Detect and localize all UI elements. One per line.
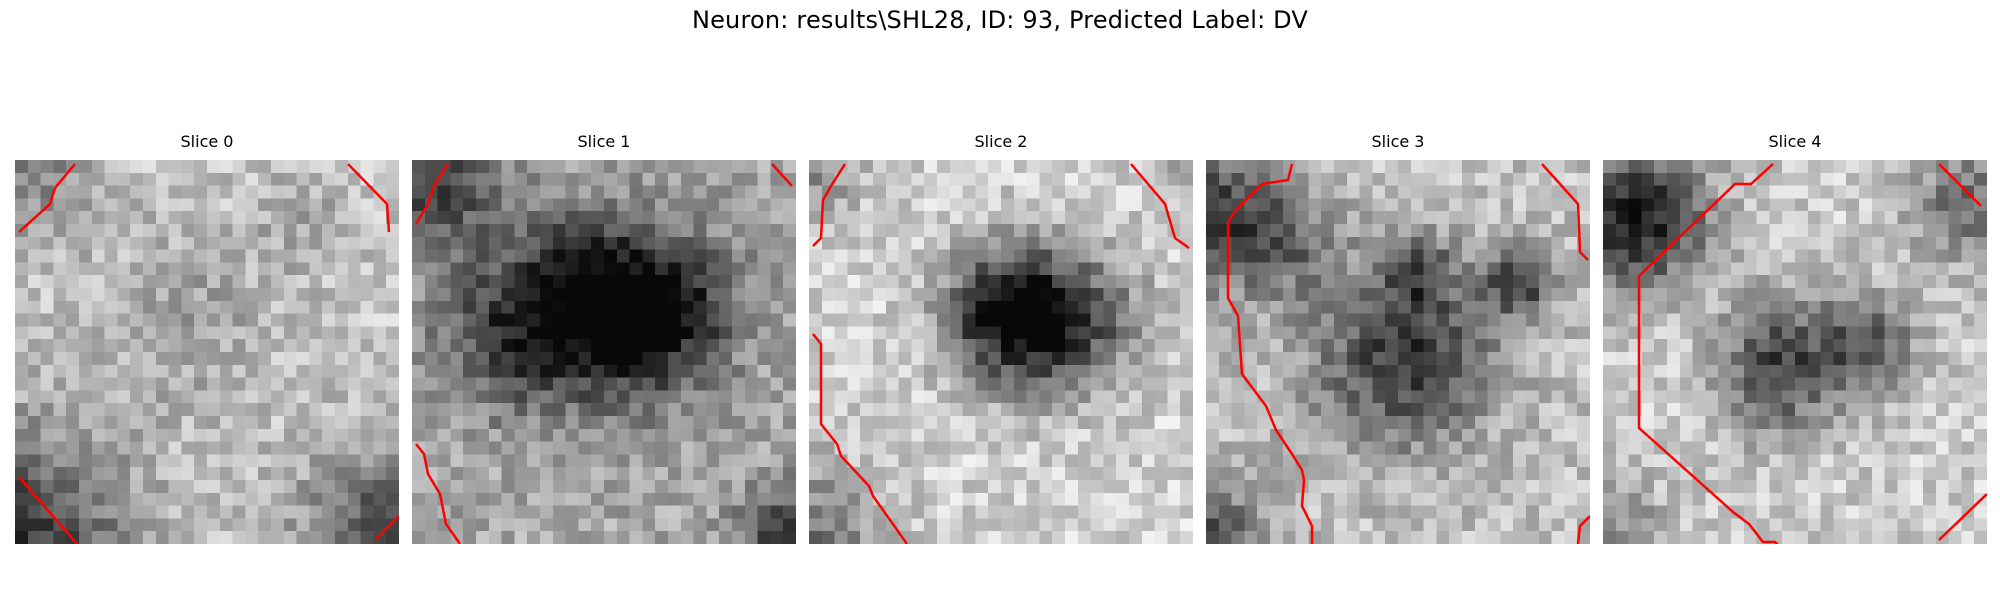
slice-contour-overlay-1 bbox=[414, 163, 793, 544]
slice-title-0: Slice 0 bbox=[180, 132, 234, 151]
contour-line bbox=[1637, 163, 1779, 544]
slice-image-2 bbox=[809, 160, 1193, 544]
slice-grayscale-3 bbox=[1206, 160, 1590, 544]
slice-image-4 bbox=[1603, 160, 1987, 544]
contour-line bbox=[1576, 515, 1590, 544]
contour-line bbox=[18, 476, 78, 544]
contour-line bbox=[414, 163, 450, 225]
slice-grayscale-4 bbox=[1603, 160, 1987, 544]
slice-panel-4: Slice 4 bbox=[1603, 132, 1987, 544]
contour-line bbox=[1541, 163, 1589, 261]
slice-grayscale-1 bbox=[412, 160, 796, 544]
slice-contour-overlay-4 bbox=[1637, 163, 1987, 544]
slice-panel-2: Slice 2 bbox=[809, 132, 1193, 544]
contour-line bbox=[812, 333, 909, 544]
contour-line bbox=[1938, 163, 1982, 207]
slice-image-1 bbox=[412, 160, 796, 544]
contour-line bbox=[18, 163, 76, 233]
slice-contour-overlay-3 bbox=[1226, 163, 1590, 544]
slice-contour-overlay-2 bbox=[812, 163, 1190, 544]
contour-line bbox=[1938, 493, 1987, 541]
slice-title-3: Slice 3 bbox=[1371, 132, 1425, 151]
slice-grayscale-2 bbox=[809, 160, 1193, 544]
contour-line bbox=[374, 515, 399, 541]
figure-title: Neuron: results\SHL28, ID: 93, Predicted… bbox=[691, 6, 1309, 34]
slice-image-0 bbox=[15, 160, 399, 544]
slice-grayscale-0 bbox=[15, 160, 399, 544]
contour-line bbox=[415, 443, 462, 544]
contour-line bbox=[771, 163, 793, 187]
slice-title-2: Slice 2 bbox=[974, 132, 1028, 151]
contour-line bbox=[347, 163, 391, 233]
slice-contour-overlay-0 bbox=[18, 163, 399, 544]
contour-line bbox=[1130, 163, 1190, 250]
contour-line bbox=[1226, 163, 1314, 544]
slice-panel-3: Slice 3 bbox=[1206, 132, 1590, 544]
slice-image-3 bbox=[1206, 160, 1590, 544]
contour-line bbox=[812, 163, 847, 247]
slice-title-1: Slice 1 bbox=[577, 132, 631, 151]
slice-title-4: Slice 4 bbox=[1768, 132, 1822, 151]
slice-panel-0: Slice 0 bbox=[15, 132, 399, 544]
slice-panel-1: Slice 1 bbox=[412, 132, 796, 544]
